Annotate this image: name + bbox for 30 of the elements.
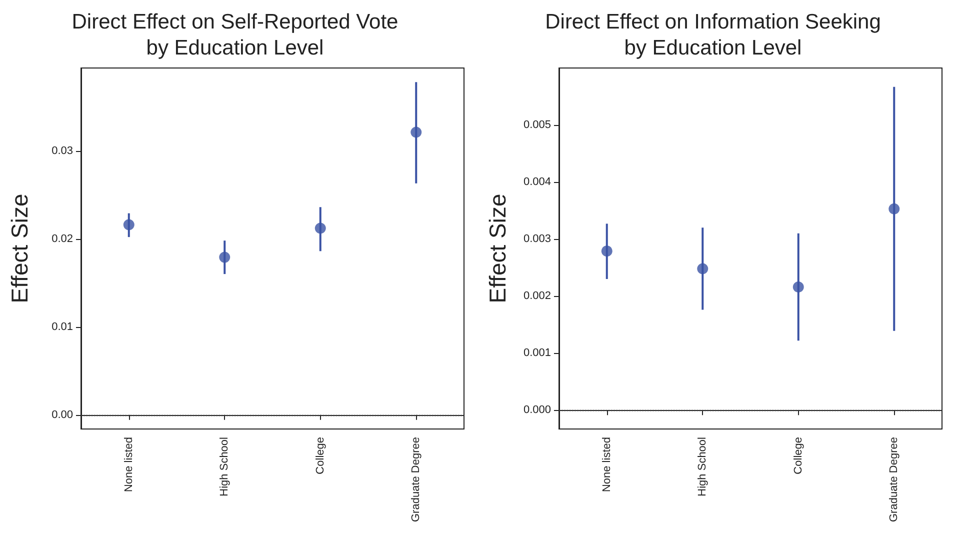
y-tick-label: 0.005 [523,119,551,132]
point [410,126,422,138]
x-tick-label: Graduate Degree [888,437,900,522]
x-tick-label: None listed [122,437,135,492]
y-tick-label: 0.03 [52,144,73,157]
point [314,222,326,234]
point [219,252,230,263]
y-tick-label: 0.00 [52,408,73,421]
y-tick-label: 0.02 [52,232,73,245]
x-tick-label: Graduate Degree [410,437,422,522]
point [697,263,708,274]
point [888,203,900,214]
y-axis-title: Effect Size [6,194,32,304]
y-tick-label: 0.001 [523,347,551,360]
point [123,219,134,230]
y-tick-label: 0.002 [523,290,551,302]
chart-title: Direct Effect on Information Seeking by Education Level [545,10,881,60]
point [601,246,612,257]
y-tick-label: 0.000 [523,404,551,416]
x-tick-label: High School [218,437,231,496]
y-tick-label: 0.01 [52,320,73,333]
x-tick-label: College [792,437,804,474]
y-axis-title: Effect Size [484,194,510,304]
chart-title: Direct Effect on Self-Reported Vote by Education Level [72,10,398,60]
y-tick-label: 0.003 [523,233,551,246]
point [792,282,804,292]
x-tick-label: High School [696,437,709,496]
x-tick-label: None listed [600,437,613,492]
y-tick-label: 0.004 [523,176,551,188]
x-tick-label: College [314,437,326,474]
